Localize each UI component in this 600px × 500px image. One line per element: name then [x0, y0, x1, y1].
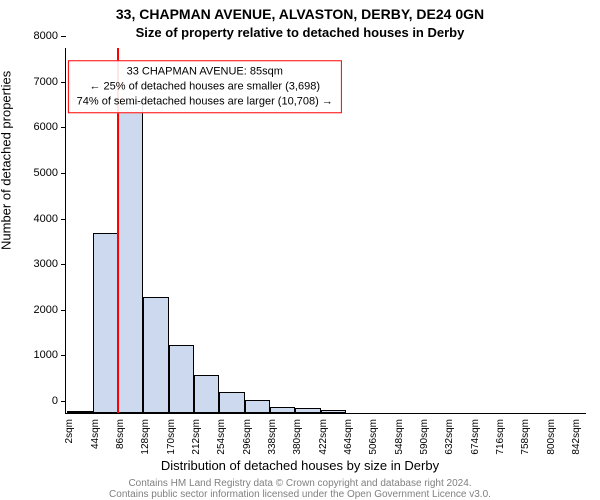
x-tick: 422sqm: [318, 413, 329, 455]
plot-area: 0100020003000400050006000700080002sqm44s…: [65, 48, 586, 414]
histogram-bar: [118, 103, 143, 413]
x-axis-label: Distribution of detached houses by size …: [0, 458, 600, 473]
chart-container: 33, CHAPMAN AVENUE, ALVASTON, DERBY, DE2…: [0, 0, 600, 500]
x-tick: 674sqm: [470, 413, 481, 455]
y-tick: 1000: [34, 349, 66, 361]
x-tick: 800sqm: [546, 413, 557, 455]
x-tick: 548sqm: [394, 413, 405, 455]
histogram-bar: [169, 345, 194, 413]
histogram-bar: [93, 233, 118, 413]
chart-subtitle: Size of property relative to detached ho…: [0, 25, 600, 40]
y-tick: 7000: [34, 76, 66, 88]
x-tick: 212sqm: [191, 413, 202, 455]
credit-line-1: Contains HM Land Registry data © Crown c…: [128, 478, 471, 489]
credit-text: Contains HM Land Registry data © Crown c…: [0, 478, 600, 500]
y-tick: 5000: [34, 167, 66, 179]
x-tick: 170sqm: [166, 413, 177, 455]
y-tick: 3000: [34, 258, 66, 270]
x-tick: 128sqm: [140, 413, 151, 455]
y-tick: 2000: [34, 304, 66, 316]
x-tick: 590sqm: [419, 413, 430, 455]
histogram-bar: [219, 392, 244, 413]
x-tick: 842sqm: [571, 413, 582, 455]
annotation-line: 33 CHAPMAN AVENUE: 85sqm: [77, 65, 333, 80]
x-tick: 338sqm: [267, 413, 278, 455]
histogram-bar: [295, 408, 320, 413]
x-tick: 464sqm: [343, 413, 354, 455]
x-tick: 86sqm: [115, 413, 126, 449]
histogram-bar: [270, 407, 295, 413]
y-tick: 0: [52, 395, 66, 407]
histogram-bar: [194, 375, 219, 413]
annotation-line: 74% of semi-detached houses are larger (…: [77, 94, 333, 109]
x-tick: 380sqm: [292, 413, 303, 455]
x-tick: 254sqm: [216, 413, 227, 455]
histogram-bar: [67, 411, 92, 413]
y-tick: 4000: [34, 213, 66, 225]
histogram-bar: [245, 400, 270, 413]
x-tick: 632sqm: [444, 413, 455, 455]
y-axis-label: Number of detached properties: [0, 71, 14, 250]
histogram-bar: [321, 410, 346, 413]
chart-title: 33, CHAPMAN AVENUE, ALVASTON, DERBY, DE2…: [0, 6, 600, 22]
histogram-bar: [143, 297, 168, 413]
credit-line-2: Contains public sector information licen…: [109, 489, 491, 500]
x-tick: 44sqm: [90, 413, 101, 449]
x-tick: 506sqm: [368, 413, 379, 455]
y-tick: 8000: [34, 30, 66, 42]
x-tick: 296sqm: [242, 413, 253, 455]
annotation-box: 33 CHAPMAN AVENUE: 85sqm← 25% of detache…: [68, 61, 342, 114]
x-tick: 716sqm: [495, 413, 506, 455]
annotation-line: ← 25% of detached houses are smaller (3,…: [77, 79, 333, 94]
x-tick: 758sqm: [520, 413, 531, 455]
y-tick: 6000: [34, 121, 66, 133]
x-tick: 2sqm: [64, 413, 75, 443]
